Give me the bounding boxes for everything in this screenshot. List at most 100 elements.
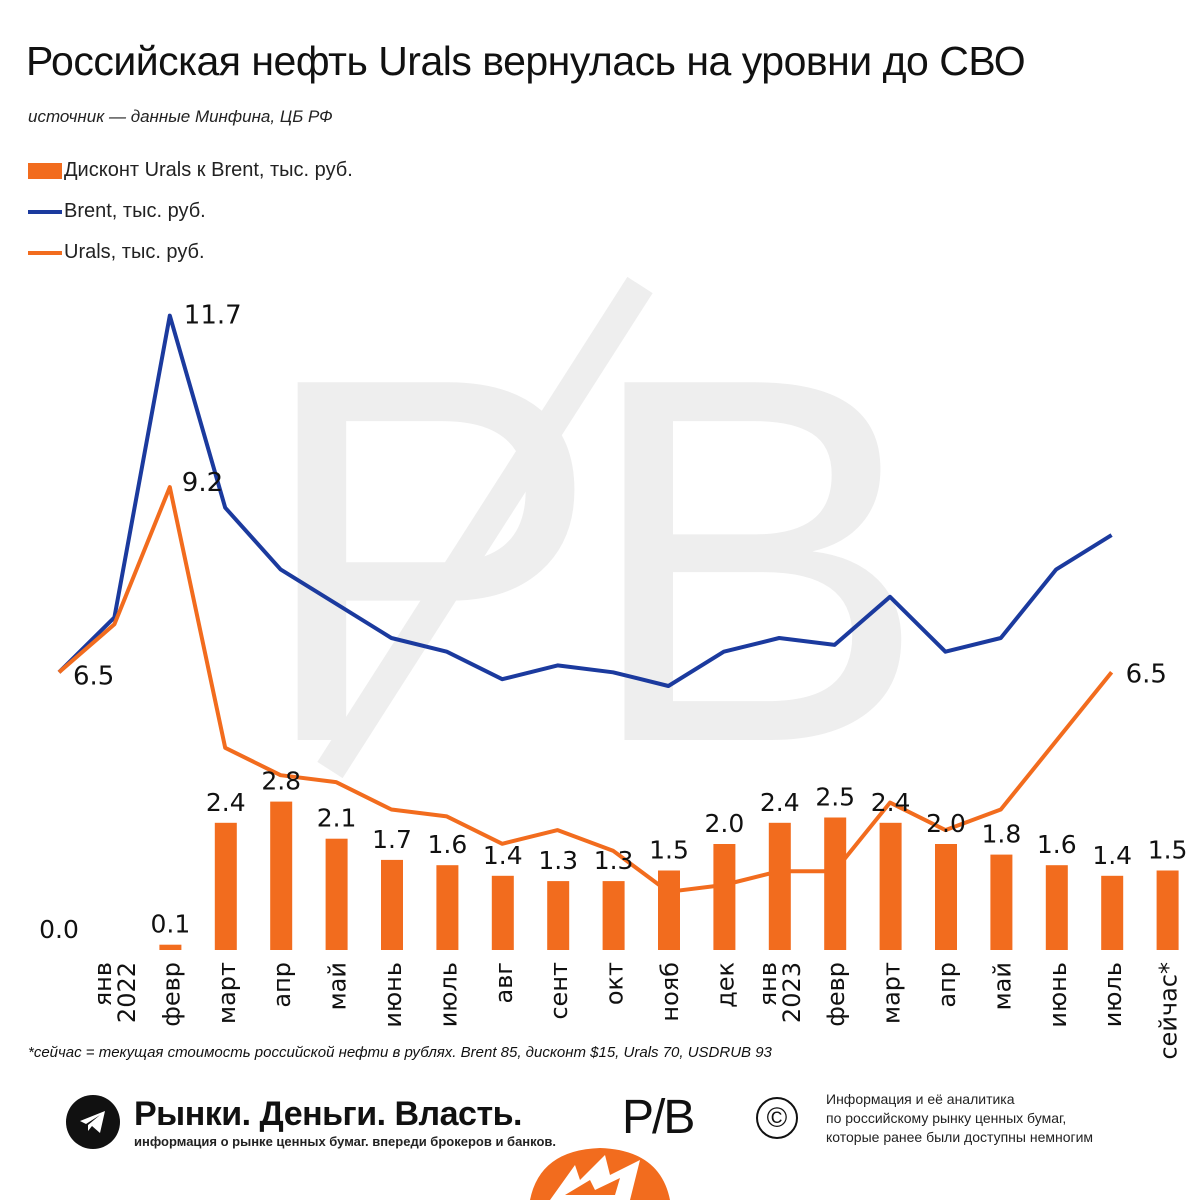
discount-bar-label: 2.0 — [705, 809, 745, 838]
discount-bar-label: 2.1 — [317, 804, 357, 833]
x-tick-label-line: июнь — [1044, 962, 1072, 1028]
x-tick-label: июнь — [379, 962, 407, 1028]
discount-bar — [768, 822, 791, 950]
brent-line — [57, 313, 1113, 688]
info-line: по российскому рынку ценных бумаг, — [826, 1110, 1067, 1126]
discount-bar-label: 1.3 — [538, 846, 578, 875]
decorative-pattern — [530, 1148, 670, 1200]
legend-label-discount: Дисконт Urals к Brent, тыс. руб. — [64, 159, 353, 181]
watermark-slash — [317, 276, 653, 779]
discount-bar — [325, 838, 348, 950]
x-tick-label-line: март — [878, 962, 906, 1024]
x-tick-label: июнь — [1044, 962, 1072, 1028]
legend-label-urals: Urals, тыс. руб. — [64, 241, 205, 263]
x-tick-label: март — [878, 962, 906, 1024]
info-line: которые ранее были доступны немногим — [826, 1129, 1094, 1145]
discount-bar — [824, 817, 847, 950]
x-tick-label-line: нояб — [656, 962, 684, 1022]
x-tick-label-line: дек — [711, 962, 739, 1008]
discount-bar — [491, 875, 514, 950]
discount-bar — [658, 870, 680, 950]
discount-bar — [935, 844, 957, 950]
x-tick-label-line: апр — [933, 962, 961, 1008]
discount-bar — [381, 859, 403, 950]
discount-bar-label: 2.4 — [871, 788, 911, 817]
discount-bar — [1101, 875, 1124, 950]
legend-swatch-discount — [28, 162, 62, 179]
discount-bar — [879, 822, 902, 950]
legend-label-brent: Brent, тыс. руб. — [64, 200, 206, 222]
info-line: Информация и её аналитика — [826, 1091, 1015, 1107]
x-tick-label: февр — [822, 962, 850, 1027]
watermark: РВ — [255, 270, 929, 851]
x-tick-label: май — [324, 962, 352, 1010]
x-tick-label-line: июль — [434, 962, 462, 1027]
discount-bar-label: 1.4 — [1092, 841, 1132, 870]
x-tick-label-line: май — [324, 962, 352, 1010]
discount-bar-label: 0.0 — [39, 915, 79, 944]
discount-bar — [547, 881, 570, 950]
brand-text: Рынки. Деньги. Власть. информация о рынк… — [134, 1096, 556, 1149]
x-tick-label: дек — [711, 962, 739, 1008]
legend-item-brent: Brent, тыс. руб. — [28, 191, 353, 232]
x-tick-label: авг — [490, 962, 518, 1003]
telegram-icon[interactable] — [66, 1095, 120, 1149]
discount-bar — [270, 801, 293, 950]
x-tick-label-line: май — [988, 962, 1016, 1010]
x-tick-label: июль — [1099, 962, 1127, 1027]
discount-bar-label: 1.4 — [483, 841, 523, 870]
x-tick-label-line: янв — [89, 962, 117, 1006]
discount-bar-label: 2.8 — [261, 767, 301, 796]
x-tick-label: февр — [157, 962, 185, 1027]
page-title: Российская нефть Urals вернулась на уров… — [26, 38, 1026, 84]
discount-bar-label: 2.4 — [206, 788, 246, 817]
discount-bar-label: 2.0 — [926, 809, 966, 838]
discount-bar-label: 1.3 — [594, 846, 634, 875]
x-tick-label-line: 2022 — [113, 962, 141, 1023]
x-tick-label-line: июнь — [379, 962, 407, 1028]
x-tick-label-line: февр — [157, 962, 185, 1027]
x-tick-label: сейчас* — [1155, 962, 1183, 1060]
line-annotation: 6.5 — [73, 661, 114, 691]
x-tick-label: март — [213, 962, 241, 1024]
discount-bar — [214, 822, 237, 950]
line-annotation: 9.2 — [182, 468, 223, 498]
x-tick-label: май — [988, 962, 1016, 1010]
discount-bar — [436, 865, 459, 950]
discount-bar-label: 1.6 — [428, 830, 468, 859]
x-tick-label-line: янв — [754, 962, 782, 1006]
x-tick-label: апр — [933, 962, 961, 1008]
copyright-icon: © — [756, 1097, 798, 1139]
x-tick-label-line: окт — [601, 962, 629, 1005]
brand-tagline: информация о рынке ценных бумаг. впереди… — [134, 1133, 557, 1149]
discount-bar-label: 1.6 — [1037, 830, 1077, 859]
legend-item-discount: Дисконт Urals к Brent, тыс. руб. — [28, 150, 353, 191]
x-tick-label-line: февр — [822, 962, 850, 1027]
line-series — [57, 313, 1114, 894]
brand-block[interactable]: Рынки. Деньги. Власть. информация о рынк… — [66, 1092, 556, 1152]
x-tick-label-line: сент — [545, 962, 573, 1020]
discount-bar-label: 1.7 — [372, 825, 412, 854]
discount-bar — [1045, 865, 1068, 950]
info-text: Информация и её аналитика по российскому… — [826, 1090, 1093, 1147]
x-tick-label-line: июль — [1099, 962, 1127, 1027]
discount-bar-label: 2.5 — [815, 783, 855, 812]
x-tick-label-line: 2023 — [778, 962, 806, 1023]
legend-item-urals: Urals, тыс. руб. — [28, 232, 353, 273]
legend: Дисконт Urals к Brent, тыс. руб. Brent, … — [28, 150, 353, 273]
x-tick-label: апр — [268, 962, 296, 1008]
x-tick-label-line: март — [213, 962, 241, 1024]
discount-bar-label: 2.4 — [760, 788, 800, 817]
legend-swatch-brent — [28, 209, 62, 214]
x-tick-label: нояб — [656, 962, 684, 1022]
discount-bar — [602, 881, 625, 950]
x-tick-label: окт — [601, 962, 629, 1005]
discount-bar-label: 1.8 — [982, 820, 1022, 849]
urals-line — [57, 485, 1114, 894]
discount-bar-label: 0.1 — [151, 910, 191, 939]
line-annotation: 6.5 — [1126, 659, 1167, 689]
discount-bar — [990, 854, 1013, 950]
